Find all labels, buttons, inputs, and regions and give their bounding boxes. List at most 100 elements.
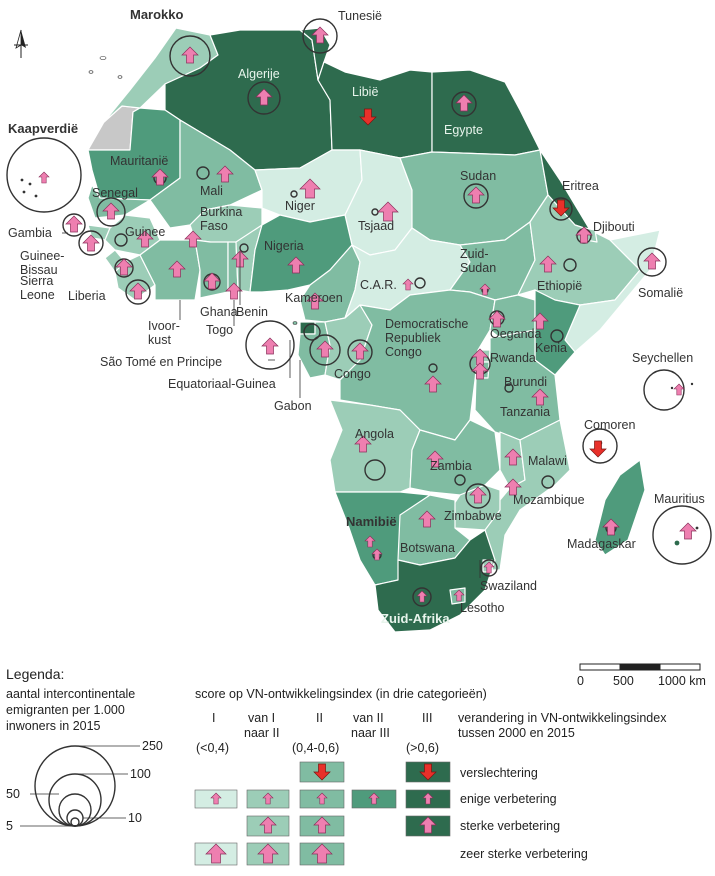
legend-range3: (0,4-0,6) [292, 741, 339, 755]
circle-mozambique [541, 475, 555, 489]
circle-marokko [169, 35, 211, 77]
label-botswana: Botswana [400, 541, 455, 555]
legend-size-50: 50 [6, 787, 20, 801]
label-malawi: Malawi [528, 454, 567, 468]
circle-gambia [62, 213, 86, 237]
circle-zimbabwe [465, 483, 491, 509]
scale-tick-0: 0 [577, 674, 584, 688]
circle-swaziland [480, 559, 498, 577]
circle-sudan [463, 183, 489, 209]
legend-title: Legenda: [6, 666, 64, 682]
circle-sao-tome [245, 320, 295, 370]
country-ivory-coast [139, 239, 201, 301]
circle-liberia [125, 279, 151, 305]
legend-emig-title-2: emigranten per 1.000 [6, 703, 125, 717]
label-ghana: Ghana [200, 305, 238, 319]
legend-col4-l1: van II [353, 711, 384, 725]
label-congo: Congo [334, 367, 371, 381]
legend-range5: (>0,6) [406, 741, 439, 755]
label-tsjaad: Tsjaad [358, 219, 394, 233]
label-angola: Angola [355, 427, 394, 441]
legend-size-100: 100 [130, 767, 151, 781]
label-mauritius: Mauritius [654, 492, 705, 506]
label-kenia: Kenia [535, 341, 567, 355]
label-liberia: Liberia [68, 289, 106, 303]
legend-col5: III [422, 711, 432, 725]
label-sao-tome: São Tomé en Principe [100, 355, 222, 369]
circle-equatoriaal-guinea [303, 323, 321, 341]
circle-seychellen [643, 369, 685, 411]
circle-senegal [96, 197, 126, 227]
label-ivoorkust: Ivoor-kust [148, 319, 180, 347]
circle-congo [347, 339, 373, 365]
label-madagaskar: Madagaskar [567, 537, 636, 551]
country-south-africa [374, 529, 496, 633]
circle-somalie [637, 247, 667, 277]
label-sudan: Sudan [460, 169, 496, 183]
circle-drc [428, 363, 438, 373]
circle-comoren [582, 428, 618, 464]
circle-gabon [309, 334, 341, 366]
label-burundi: Burundi [504, 375, 547, 389]
country-libya [317, 61, 433, 159]
label-kameroen: Kameroen [285, 291, 343, 305]
legend-emig-title-1: aantal intercontinentale [6, 687, 135, 701]
circle-car [414, 277, 426, 289]
circle-kaapverdie [6, 137, 82, 213]
legend-emig-title-3: inwoners in 2015 [6, 719, 101, 733]
circle-zambia [454, 474, 466, 486]
label-algerije: Algerije [238, 67, 280, 81]
circle-algerije [247, 81, 281, 115]
label-equatoriaal-guinea: Equatoriaal-Guinea [168, 377, 276, 391]
north-arrow-icon [14, 29, 28, 58]
circle-eritrea [549, 197, 573, 221]
scale-tick-1000: 1000 km [658, 674, 706, 688]
circle-niger [290, 190, 298, 198]
label-mozambique: Mozambique [513, 493, 585, 507]
legend-col1: I [212, 711, 215, 725]
label-mali: Mali [200, 184, 223, 198]
circle-mauritius [652, 505, 712, 565]
label-sierra-leone: Sierra Leone [20, 274, 55, 302]
legend-hdi-title: score op VN-ontwikkelingsindex (in drie … [195, 687, 487, 701]
label-oeganda: Oeganda [490, 327, 541, 341]
circle-burundi [504, 383, 514, 393]
circle-ethiopie [563, 258, 577, 272]
legend-row-some: enige verbetering [460, 792, 557, 806]
label-mauritanie: Mauritanië [110, 154, 168, 168]
legend-circle-250 [34, 745, 116, 827]
label-zuid-afrika: Zuid-Afrika [381, 611, 450, 626]
label-namibie: Namibië [346, 514, 397, 529]
legend: Legenda: aantal intercontinentale emigra… [6, 666, 667, 866]
label-libie: Libië [352, 85, 378, 99]
circle-guinee [114, 233, 128, 247]
circle-egypte [451, 91, 477, 117]
label-kaapverdie: Kaapverdië [8, 121, 78, 136]
legend-size-5: 5 [6, 819, 13, 833]
country-egypt [431, 69, 541, 156]
label-guinee-bissau: Guinee-Bissau [20, 249, 64, 277]
circle-benin [239, 243, 249, 253]
label-seychellen: Seychellen [632, 351, 693, 365]
label-zambia: Zambia [430, 459, 472, 473]
label-togo: Togo [206, 323, 233, 337]
emigration-circles [6, 18, 712, 607]
label-marokko: Marokko [130, 7, 184, 22]
label-rwanda: Rwanda [490, 351, 536, 365]
circle-guinee-bissau [78, 230, 104, 256]
circle-kenia [550, 329, 564, 343]
label-swaziland: Swaziland [480, 579, 537, 593]
legend-circle-5 [70, 817, 80, 827]
label-zuid-sudan: Zuid-Sudan [460, 247, 496, 275]
legend-col2-l2: naar II [244, 726, 279, 740]
legend-col4-l2: naar III [351, 726, 390, 740]
country-angola [329, 399, 421, 493]
label-somalie: Somalië [638, 286, 683, 300]
label-egypte: Egypte [444, 123, 483, 137]
legend-col3: II [316, 711, 323, 725]
label-niger: Niger [285, 199, 315, 213]
circle-tunesie [302, 18, 338, 54]
label-senegal: Senegal [92, 186, 138, 200]
label-djibouti: Djibouti [593, 220, 635, 234]
